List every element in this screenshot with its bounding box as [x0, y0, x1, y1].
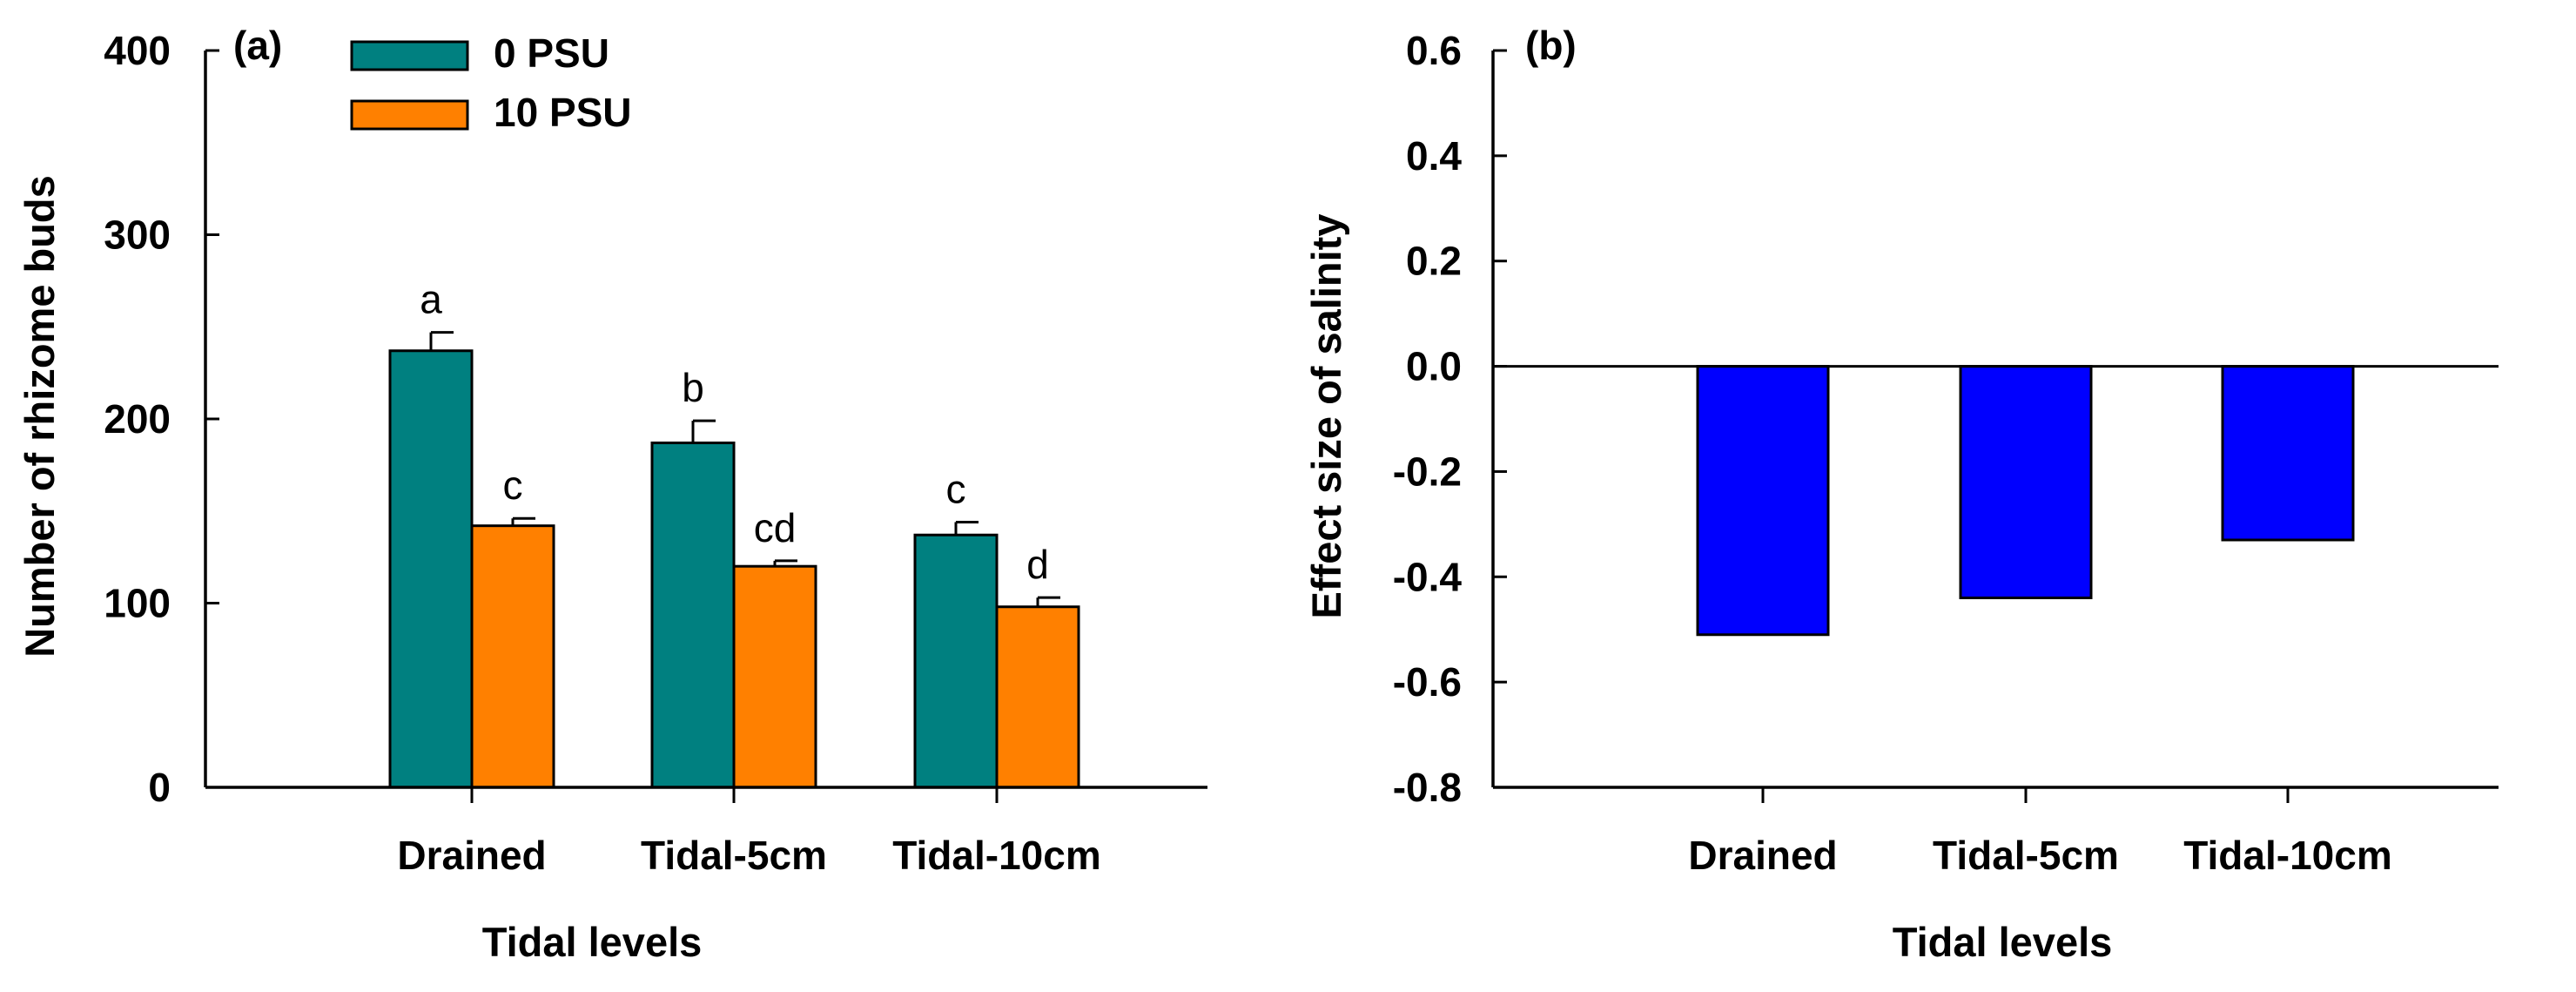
- y-tick-label: 200: [104, 396, 171, 442]
- bar: [732, 564, 817, 789]
- x-tick-label: Tidal-5cm: [641, 833, 827, 878]
- panel-a-axes: [204, 51, 1207, 789]
- bar: [913, 533, 999, 789]
- y-tick-label: -0.6: [1393, 659, 1462, 705]
- legend-swatch: [350, 99, 469, 131]
- panel-a-ylabel: Number of rhizome buds: [17, 175, 63, 658]
- y-tick-label: 0.0: [1406, 344, 1462, 389]
- y-tick-label: 0.2: [1406, 239, 1462, 284]
- y-tick-label: 100: [104, 581, 171, 626]
- panel-a-legend: 0 PSU 10 PSU: [350, 30, 632, 135]
- bar: [388, 349, 474, 789]
- legend-label: 10 PSU: [494, 90, 632, 135]
- y-tick-label: -0.4: [1393, 554, 1463, 599]
- panel-b-x-axis: Drained Tidal-5cm Tidal-10cm: [1688, 787, 2392, 878]
- panel-b-label: (b): [1525, 23, 1577, 68]
- bar: [650, 441, 736, 789]
- significance-letter: d: [1026, 542, 1049, 587]
- bar: [1959, 365, 2093, 599]
- legend-swatch: [350, 40, 469, 71]
- x-tick-label: Tidal-10cm: [892, 833, 1100, 878]
- bar: [1696, 365, 1830, 637]
- x-tick-label: Drained: [1688, 833, 1837, 878]
- panel-a-bars: a b c c cd d: [388, 277, 1080, 789]
- y-tick-label: 300: [104, 213, 171, 258]
- panel-b-y-axis: -0.8 -0.6 -0.4 -0.2 0.0 0.2 0.4 0.6: [1393, 28, 1507, 810]
- bar: [2221, 365, 2355, 542]
- x-tick-label: Tidal-5cm: [1933, 833, 2119, 878]
- panel-b-xlabel: Tidal levels: [1893, 919, 2113, 965]
- panel-a-label: (a): [233, 23, 282, 68]
- panel-a-x-axis: Drained Tidal-5cm Tidal-10cm: [397, 787, 1101, 878]
- panel-b-bars: [1493, 365, 2499, 637]
- y-tick-label: 0: [148, 765, 171, 810]
- legend-label: 0 PSU: [494, 30, 609, 76]
- significance-letter: c: [503, 462, 523, 508]
- x-tick-label: Drained: [397, 833, 546, 878]
- significance-letter: a: [420, 277, 442, 322]
- significance-letter: c: [946, 466, 966, 511]
- y-tick-label: 400: [104, 28, 171, 73]
- panel-b-ylabel: Effect size of salinity: [1303, 214, 1349, 619]
- significance-letter: cd: [754, 505, 797, 550]
- y-tick-label: 0.6: [1406, 28, 1462, 73]
- panel-a-y-axis: 0 100 200 300 400: [104, 28, 219, 810]
- panel-a-xlabel: Tidal levels: [482, 919, 703, 965]
- panel-b-chart: (b) Tidal levels Effect size of salinity…: [1303, 23, 2499, 965]
- y-tick-label: 0.4: [1406, 133, 1462, 179]
- panel-b-axes: [1491, 51, 2499, 789]
- y-tick-label: -0.2: [1393, 449, 1462, 494]
- bar: [470, 524, 555, 789]
- bar: [995, 605, 1080, 789]
- significance-letter: b: [682, 365, 704, 410]
- y-tick-label: -0.8: [1393, 765, 1462, 810]
- x-tick-label: Tidal-10cm: [2183, 833, 2391, 878]
- panel-a-chart: (a) Tidal levels Number of rhizome buds …: [17, 23, 1207, 965]
